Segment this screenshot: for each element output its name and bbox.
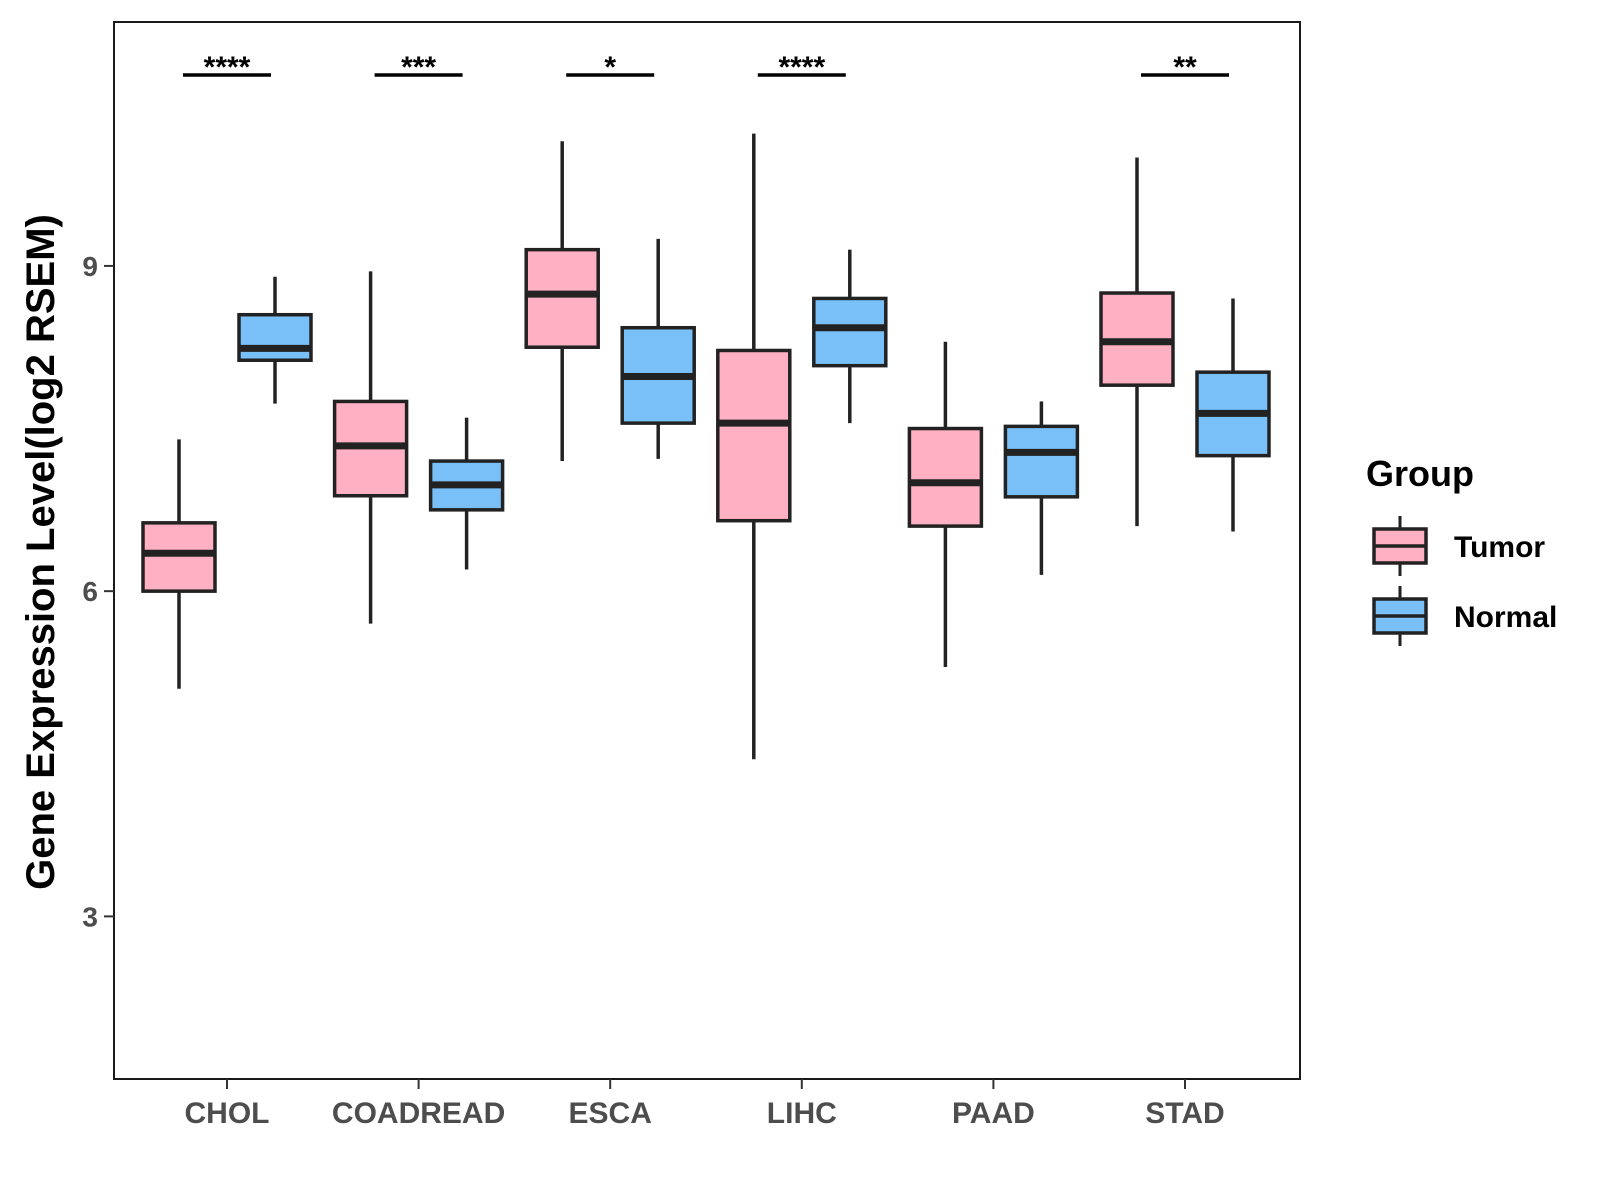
box-normal-paad <box>1003 401 1080 575</box>
x-tick-label: CHOL <box>185 1097 270 1130</box>
box-normal-esca <box>620 238 696 459</box>
significance-label: **** <box>778 51 825 84</box>
plot-marks <box>141 133 1271 760</box>
x-tick-label: LIHC <box>767 1097 837 1130</box>
legend-title: Group <box>1366 453 1474 494</box>
y-tick-label: 3 <box>82 901 98 932</box>
significance-label: ** <box>1173 51 1197 84</box>
box-normal-stad <box>1195 298 1271 532</box>
box-normal-chol <box>237 276 313 404</box>
box-body <box>237 312 313 362</box>
significance-label: * <box>604 51 616 84</box>
box-body <box>141 521 217 593</box>
box-tumor-paad <box>907 341 984 668</box>
legend: Group Tumor Normal <box>1366 453 1557 646</box>
x-tick-label: PAAD <box>952 1097 1035 1130</box>
x-tick-label: ESCA <box>569 1097 652 1130</box>
box-tumor-chol <box>141 439 217 689</box>
box-normal-lihc <box>812 249 888 424</box>
box-tumor-stad <box>1099 157 1175 527</box>
legend-key-tumor <box>1372 516 1428 576</box>
significance-label: **** <box>204 51 251 84</box>
significance-label: *** <box>401 51 436 84</box>
panel-border <box>113 21 1301 1080</box>
axes: 3 6 9 CHOL COADREAD ESCA LIHC PAAD STAD <box>82 251 1224 1130</box>
box-body <box>812 296 888 368</box>
legend-key-normal <box>1372 586 1428 646</box>
box-normal-coadread <box>428 417 505 570</box>
x-tick-label: COADREAD <box>332 1097 505 1130</box>
box-body <box>524 247 600 349</box>
box-body <box>907 426 984 528</box>
x-tick-label: STAD <box>1145 1097 1224 1130</box>
y-axis-title: Gene Expression Level(log2 RSEM) <box>19 214 63 890</box>
significance-annotations: **** *** * **** ** <box>183 51 1229 84</box>
y-tick-label: 9 <box>82 251 98 282</box>
legend-label-tumor: Tumor <box>1454 531 1545 564</box>
box-tumor-lihc <box>716 133 792 760</box>
box-tumor-coadread <box>332 271 409 624</box>
box-body <box>1003 424 1080 499</box>
y-tick-label: 6 <box>82 576 98 607</box>
legend-label-normal: Normal <box>1454 601 1557 634</box>
box-tumor-esca <box>524 141 600 462</box>
box-body <box>716 348 792 523</box>
